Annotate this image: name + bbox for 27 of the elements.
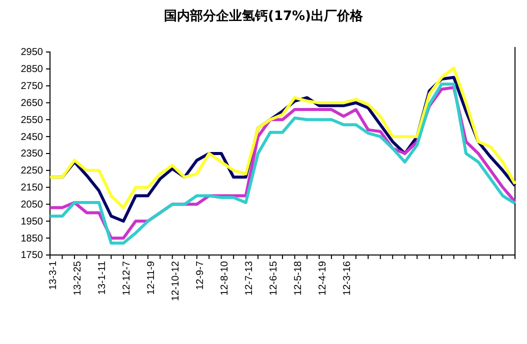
y-tick-label: 1950	[20, 216, 44, 228]
y-tick-label: 2250	[20, 166, 44, 177]
y-tick-label: 2550	[20, 114, 44, 126]
x-tick-label: 12-7-13	[244, 260, 255, 296]
x-tick-label: 12-6-15	[268, 260, 280, 296]
x-tick-label: 12-8-10	[219, 260, 230, 296]
y-tick-label: 2050	[20, 199, 44, 210]
x-tick-label: 12-12-7	[122, 260, 133, 296]
chart-title: 国内部分企业氢钙(17%)出厂价格	[164, 8, 364, 24]
x-tick-label: 12-5-18	[292, 260, 304, 296]
y-tick-label: 1750	[20, 250, 44, 262]
x-tick-label: 13-2-25	[72, 260, 84, 296]
y-tick-label: 2750	[20, 81, 44, 92]
x-tick-label: 12-4-19	[317, 260, 328, 296]
x-tick-label: 13-1-11	[97, 260, 108, 295]
y-tick-label: 2950	[20, 47, 44, 58]
y-tick-label: 2450	[20, 132, 44, 143]
x-tick-label: 12-9-7	[194, 260, 206, 290]
x-tick-label: 12-11-9	[146, 260, 158, 295]
y-tick-label: 2350	[20, 148, 44, 160]
y-tick-label: 2650	[20, 98, 44, 109]
x-tick-label: 12-10-12	[170, 260, 182, 302]
x-tick-label: 12-3-16	[342, 260, 353, 296]
y-tick-label: 2850	[20, 64, 44, 76]
y-tick-label: 1850	[20, 233, 44, 244]
x-tick-label: 13-3-1	[48, 260, 60, 290]
y-tick-label: 2150	[20, 182, 44, 194]
